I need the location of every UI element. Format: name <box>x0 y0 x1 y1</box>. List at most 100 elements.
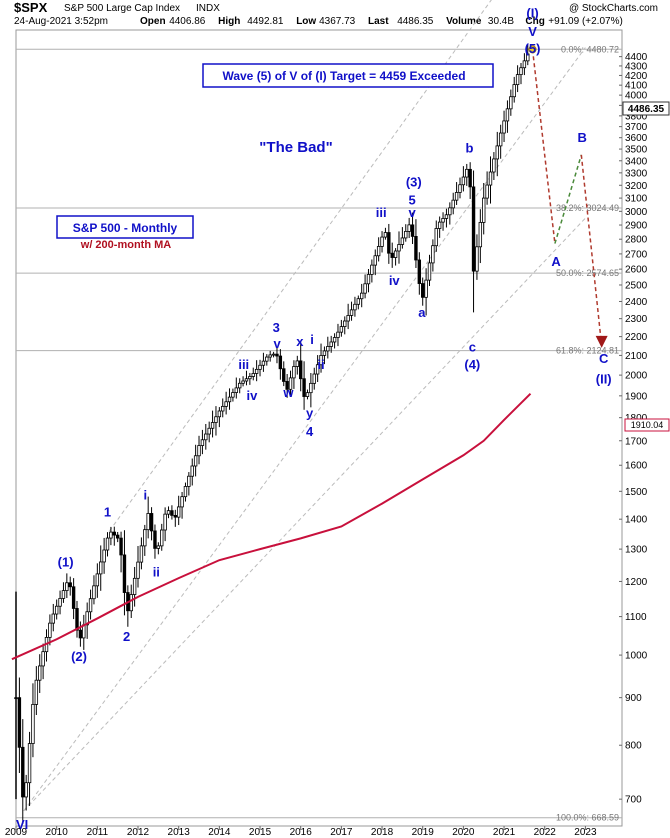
candle-body <box>41 651 45 667</box>
y-tick-label: 2500 <box>625 280 648 291</box>
y-tick-label: 2600 <box>625 265 648 276</box>
y-tick-label: 2300 <box>625 314 648 325</box>
candle-body <box>475 246 479 272</box>
y-tick-label: 4300 <box>625 61 648 72</box>
candle-body <box>109 531 113 539</box>
x-tick-label: 2018 <box>371 827 394 838</box>
y-tick-label: 3100 <box>625 194 648 205</box>
candle-body <box>448 207 452 216</box>
wave-label: (4) <box>464 357 480 372</box>
candle-body <box>441 218 445 223</box>
ma-price-value: 1910.04 <box>631 420 664 430</box>
candle-body <box>366 274 371 285</box>
y-tick-label: 700 <box>625 795 642 806</box>
peak-marker <box>528 45 537 54</box>
wave-label: 3 <box>273 320 280 335</box>
candle-body <box>99 561 103 575</box>
wave-label: (3) <box>406 175 422 190</box>
candle-body <box>393 250 398 258</box>
wave-label: iv <box>389 273 401 288</box>
wave-label: (5) <box>525 41 541 56</box>
y-tick-label: 3400 <box>625 156 648 167</box>
candle-body <box>417 259 422 284</box>
candle-body <box>346 315 350 322</box>
candle-body <box>370 264 374 275</box>
y-tick-label: 1900 <box>625 391 648 402</box>
moving-average <box>11 393 532 661</box>
x-axis: 2009 2010 2011 2012 2013 2014 2015 2016 2017 2018… <box>5 826 597 838</box>
quote-row: Open 4406.86 High 4492.81 Low 4367.73 Last 4486… <box>140 16 623 27</box>
y-tick-label: 2100 <box>625 351 648 362</box>
quote-label: Open <box>140 16 166 27</box>
candle-body <box>34 679 39 705</box>
fib-level-label: 38.2%: 3024.49 <box>556 203 619 213</box>
candle-body <box>444 214 449 219</box>
candle-body <box>237 382 242 389</box>
y-tick-label: 3600 <box>625 133 648 144</box>
y-tick-label: 900 <box>625 693 642 704</box>
candle-body <box>102 549 106 563</box>
candle-body <box>285 381 289 390</box>
candle-body <box>214 416 218 423</box>
chart-date: 24-Aug-2021 3:52pm <box>14 16 108 27</box>
y-tick-label: 2700 <box>625 249 648 260</box>
candle-body <box>261 360 266 366</box>
fib-level-label: 50.0%: 2574.65 <box>556 268 619 278</box>
quote-value: +91.09 (+2.07%) <box>548 16 623 27</box>
candle-body <box>231 392 235 398</box>
candle-body <box>132 577 137 595</box>
wave-label: i <box>310 332 314 347</box>
candle-body <box>48 622 52 638</box>
candle-body <box>526 53 530 62</box>
x-tick-label: 2014 <box>208 827 231 838</box>
candle-body <box>495 145 499 160</box>
legend-subtitle: w/ 200-month MA <box>80 239 172 251</box>
candle-body <box>254 368 259 374</box>
candle-body <box>360 292 364 300</box>
y-tick-label: 1600 <box>625 461 648 472</box>
y-tick-label: 1200 <box>625 577 648 588</box>
candle-body <box>407 224 411 232</box>
candle-body <box>512 84 516 98</box>
wave-label: VI <box>16 817 28 832</box>
candle-body <box>437 221 442 229</box>
candle-body <box>95 573 100 587</box>
candle-body <box>38 665 42 681</box>
fib-level-label: 0.0%: 4480.72 <box>561 44 619 54</box>
quote-label: Chg <box>525 16 544 27</box>
candle-body <box>315 364 320 375</box>
candle-body <box>329 341 333 347</box>
candle-body <box>27 743 32 784</box>
candle-body <box>454 192 459 201</box>
candle-body <box>288 377 293 390</box>
candle-body <box>115 534 120 539</box>
candle-body <box>204 433 208 441</box>
candle-body <box>160 529 164 547</box>
candle-body <box>383 232 388 238</box>
candle-body <box>509 96 513 110</box>
x-tick-label: 2012 <box>127 827 150 838</box>
x-tick-label: 2017 <box>330 827 353 838</box>
candle-body <box>129 594 133 612</box>
candle-body <box>410 224 415 237</box>
quote-label: High <box>218 16 240 27</box>
y-tick-label: 4200 <box>625 71 648 82</box>
candle-body <box>404 231 408 239</box>
y-tick-label: 4000 <box>625 91 648 102</box>
candle-body <box>170 510 174 516</box>
channel-line <box>23 47 586 812</box>
y-tick-label: 3700 <box>625 122 648 133</box>
wave-label: iii <box>376 205 387 220</box>
candle-body <box>217 410 222 418</box>
wave-label: (1) <box>58 555 74 570</box>
wave-label: w <box>282 385 294 400</box>
candle-body <box>176 506 181 518</box>
candle-body <box>200 439 205 446</box>
quote-label: Low <box>296 16 316 27</box>
candle-body <box>431 245 435 264</box>
wave-label: iv <box>246 388 258 403</box>
candle-body <box>309 382 313 394</box>
candle-body <box>522 60 527 69</box>
x-tick-label: 2021 <box>493 827 516 838</box>
wave-label: ii <box>153 564 160 579</box>
